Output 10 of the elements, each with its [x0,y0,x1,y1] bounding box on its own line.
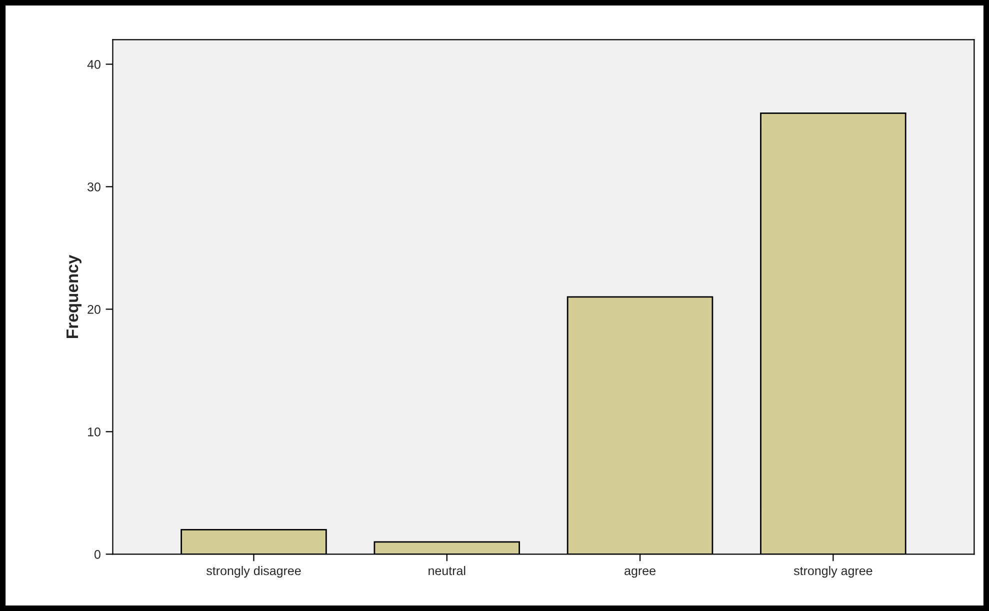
y-tick-label: 0 [94,550,100,559]
x-tick-label: neutral [428,566,466,576]
x-tick-label: strongly agree [794,566,872,578]
y-tick-label: 20 [88,304,100,314]
y-tick-label: 30 [88,182,100,192]
x-tick-label: agree [624,568,656,578]
y-axis-title: Frequency [66,254,82,338]
y-tick-label: 10 [88,427,100,436]
x-tick-label: strongly disagree [206,566,301,578]
y-tick-label: 40 [87,60,100,69]
